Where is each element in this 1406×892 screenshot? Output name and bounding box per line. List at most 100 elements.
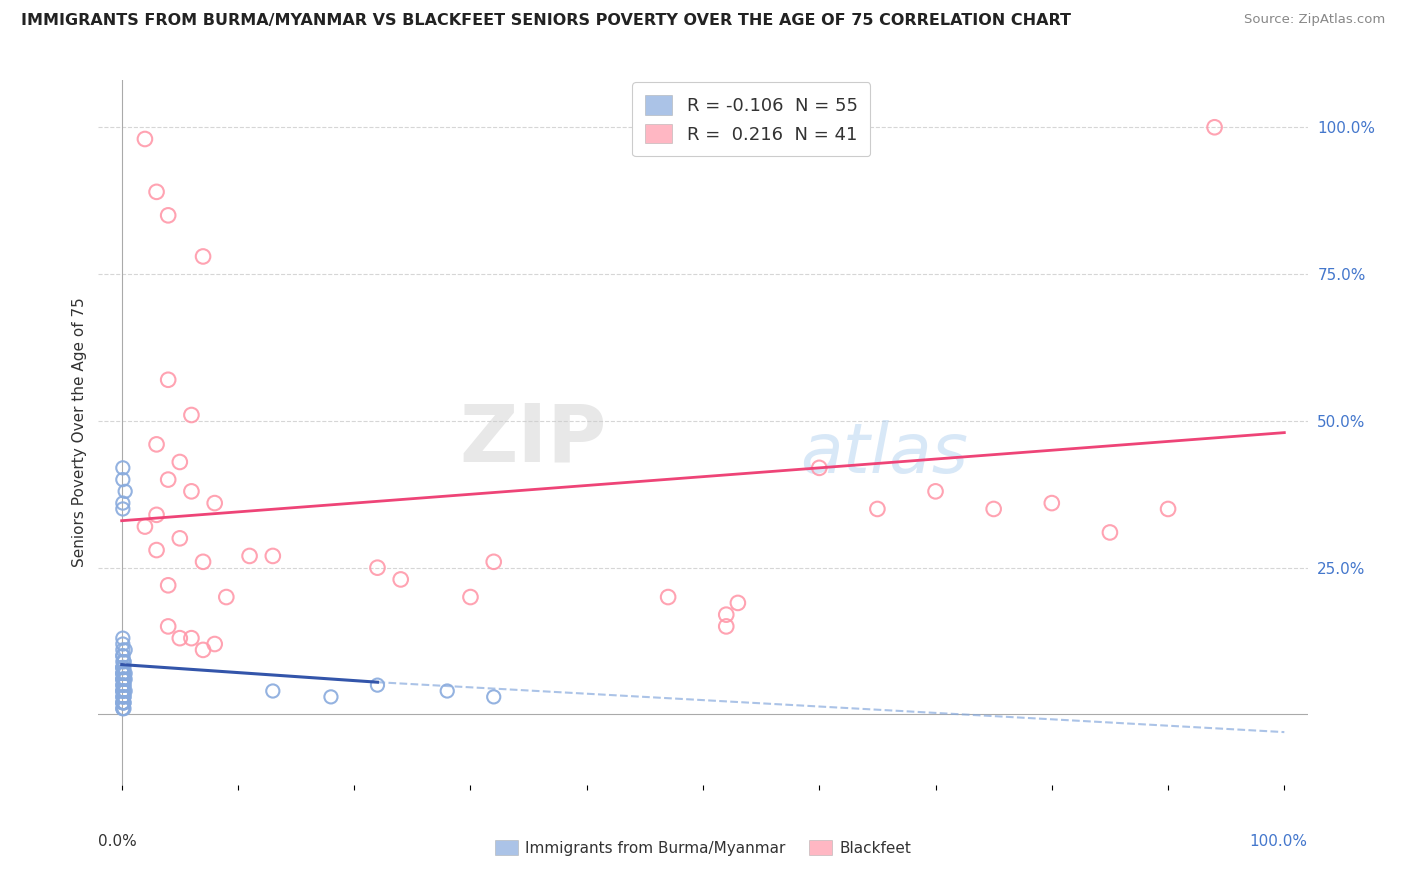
Point	[111, 660, 134, 674]
Point	[112, 655, 135, 669]
Point	[111, 690, 134, 704]
Point	[112, 701, 135, 715]
Point	[114, 484, 136, 499]
Point	[262, 549, 284, 563]
Point	[111, 673, 134, 687]
Point	[239, 549, 262, 563]
Point	[366, 678, 388, 692]
Point	[157, 619, 180, 633]
Point	[1157, 502, 1180, 516]
Point	[482, 555, 505, 569]
Point	[112, 684, 135, 698]
Point	[460, 590, 482, 604]
Point	[111, 696, 134, 710]
Point	[157, 208, 180, 222]
Point	[112, 696, 135, 710]
Point	[1098, 525, 1121, 540]
Point	[808, 461, 831, 475]
Point	[114, 643, 136, 657]
Point	[204, 496, 226, 510]
Point	[111, 502, 134, 516]
Point	[145, 437, 167, 451]
Point	[191, 555, 214, 569]
Point	[111, 461, 134, 475]
Point	[157, 473, 180, 487]
Point	[215, 590, 238, 604]
Point	[111, 673, 134, 687]
Point	[482, 690, 505, 704]
Point	[112, 660, 135, 674]
Point	[366, 560, 388, 574]
Point	[169, 532, 191, 546]
Point	[111, 690, 134, 704]
Point	[111, 684, 134, 698]
Point	[112, 673, 135, 687]
Point	[114, 673, 136, 687]
Point	[114, 684, 136, 698]
Point	[191, 643, 214, 657]
Point	[111, 473, 134, 487]
Point	[157, 373, 180, 387]
Point	[112, 678, 135, 692]
Point	[111, 666, 134, 681]
Point	[169, 455, 191, 469]
Point	[1204, 120, 1226, 135]
Point	[145, 508, 167, 522]
Point	[111, 496, 134, 510]
Text: 100.0%: 100.0%	[1250, 834, 1308, 849]
Point	[111, 696, 134, 710]
Point	[262, 684, 284, 698]
Point	[389, 573, 412, 587]
Point	[111, 701, 134, 715]
Point	[180, 631, 202, 645]
Point	[191, 250, 214, 264]
Point	[111, 673, 134, 687]
Point	[134, 132, 156, 146]
Point	[924, 484, 946, 499]
Point	[111, 660, 134, 674]
Point	[866, 502, 889, 516]
Point	[111, 678, 134, 692]
Point	[204, 637, 226, 651]
Legend: Immigrants from Burma/Myanmar, Blackfeet: Immigrants from Burma/Myanmar, Blackfeet	[489, 834, 917, 862]
Text: ZIP: ZIP	[458, 401, 606, 479]
Point	[111, 666, 134, 681]
Point	[157, 578, 180, 592]
Text: atlas: atlas	[800, 420, 967, 487]
Point	[436, 684, 458, 698]
Point	[1040, 496, 1063, 510]
Y-axis label: Seniors Poverty Over the Age of 75: Seniors Poverty Over the Age of 75	[72, 298, 87, 567]
Point	[716, 607, 738, 622]
Point	[111, 701, 134, 715]
Point	[112, 655, 135, 669]
Point	[111, 648, 134, 663]
Point	[727, 596, 749, 610]
Text: Source: ZipAtlas.com: Source: ZipAtlas.com	[1244, 13, 1385, 27]
Point	[111, 643, 134, 657]
Point	[114, 666, 136, 681]
Point	[716, 619, 738, 633]
Point	[319, 690, 342, 704]
Point	[111, 684, 134, 698]
Point	[111, 660, 134, 674]
Point	[111, 696, 134, 710]
Point	[112, 690, 135, 704]
Point	[180, 408, 202, 422]
Point	[983, 502, 1005, 516]
Text: 0.0%: 0.0%	[98, 834, 138, 849]
Point	[657, 590, 679, 604]
Point	[112, 690, 135, 704]
Point	[111, 666, 134, 681]
Point	[111, 631, 134, 645]
Point	[134, 519, 156, 533]
Point	[112, 673, 135, 687]
Point	[180, 484, 202, 499]
Point	[112, 666, 135, 681]
Point	[145, 185, 167, 199]
Point	[112, 696, 135, 710]
Point	[111, 648, 134, 663]
Point	[145, 543, 167, 558]
Point	[111, 684, 134, 698]
Point	[112, 678, 135, 692]
Point	[111, 655, 134, 669]
